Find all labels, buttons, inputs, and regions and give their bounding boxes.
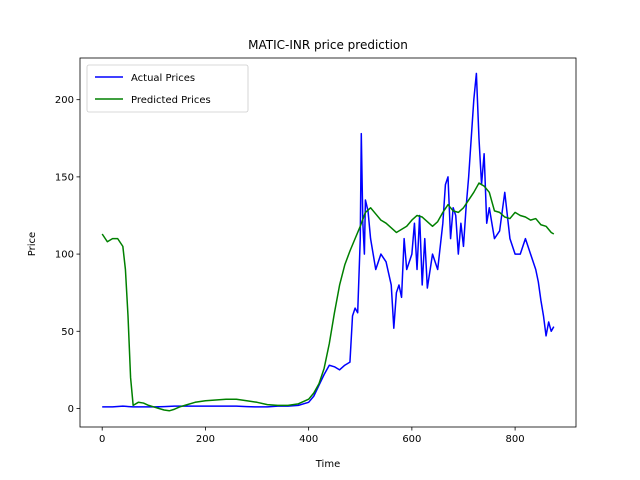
series-line-actual (102, 72, 555, 408)
y-axis-label: Price (27, 232, 38, 256)
series-line-predicted (101, 182, 555, 412)
y-tick-label: 200 (55, 95, 74, 106)
chart-title: MATIC-INR price prediction (248, 38, 408, 52)
legend: Actual Prices Predicted Prices (86, 64, 249, 113)
x-tick-label: 200 (196, 434, 215, 445)
y-tick-label: 150 (55, 172, 74, 183)
plot-area (101, 72, 555, 412)
axes-frame (79, 57, 577, 428)
y-tick-label: 100 (55, 250, 74, 261)
x-axis-label: Time (315, 459, 340, 470)
y-tick-label: 0 (68, 404, 74, 415)
x-tick-label: 0 (99, 434, 105, 445)
legend-label: Actual Prices (131, 73, 195, 84)
legend-label: Predicted Prices (131, 95, 211, 106)
x-tick-label: 600 (402, 434, 421, 445)
y-tick-label: 50 (61, 327, 74, 338)
legend-box (86, 64, 249, 113)
x-tick-label: 400 (299, 434, 318, 445)
x-tick-label: 800 (506, 434, 525, 445)
axes: 0 200 400 600 800 0 50 100 150 200 (55, 57, 577, 445)
